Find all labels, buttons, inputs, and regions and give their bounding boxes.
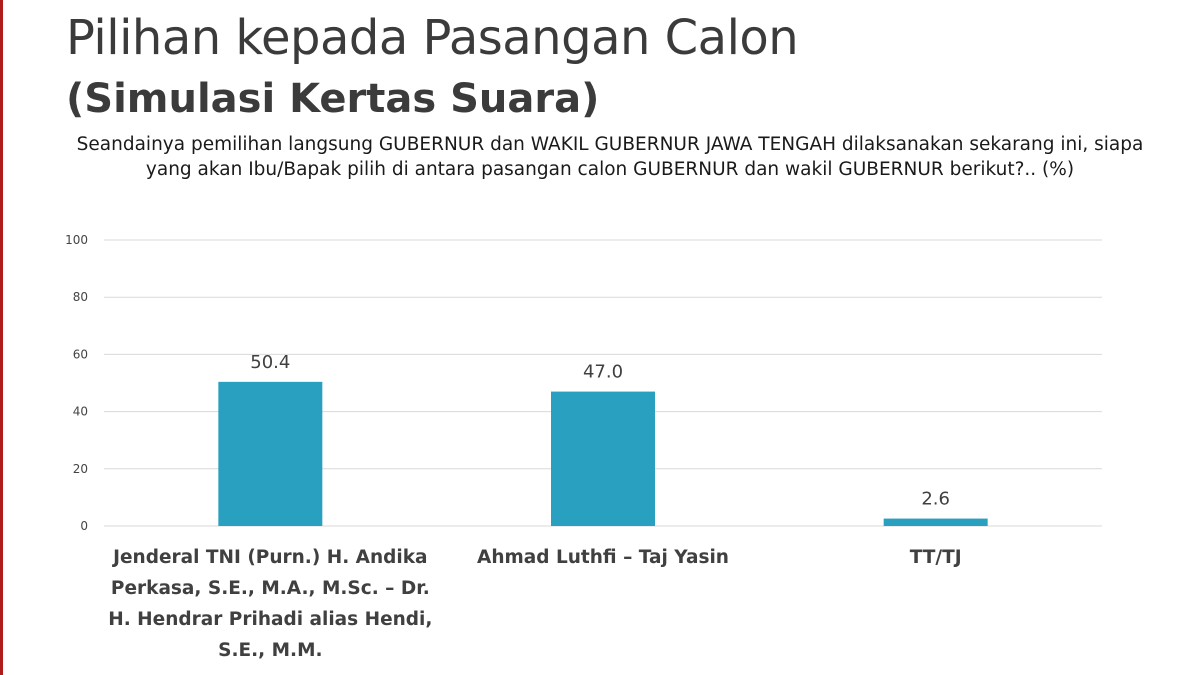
y-tick-label-80: 80 bbox=[73, 290, 88, 304]
y-tick-label-0: 0 bbox=[80, 519, 88, 533]
y-tick-label-100: 100 bbox=[65, 233, 88, 247]
category-label-3: TT/TJ bbox=[909, 547, 962, 568]
value-labels: 50.4 47.0 2.6 bbox=[250, 352, 950, 510]
value-label-1: 50.4 bbox=[250, 352, 290, 373]
bars bbox=[218, 381, 988, 526]
y-tick-labels: 0 20 40 60 80 100 bbox=[65, 233, 88, 533]
left-border-accent bbox=[0, 0, 3, 675]
survey-question: Seandainya pemilihan langsung GUBERNUR d… bbox=[76, 134, 1144, 180]
page-subtitle: (Simulasi Kertas Suara) bbox=[66, 76, 600, 122]
category-label-2: Ahmad Luthfi – Taj Yasin bbox=[477, 547, 729, 568]
page-title: Pilihan kepada Pasangan Calon bbox=[66, 10, 799, 66]
bar-1 bbox=[218, 381, 323, 526]
value-label-3: 2.6 bbox=[921, 489, 950, 510]
y-tick-label-40: 40 bbox=[73, 405, 88, 419]
y-tick-label-20: 20 bbox=[73, 462, 88, 476]
value-label-2: 47.0 bbox=[583, 362, 623, 383]
bar-2 bbox=[551, 391, 655, 526]
category-label-1: Jenderal TNI (Purn.) H. Andika Perkasa, … bbox=[108, 547, 433, 661]
y-tick-label-60: 60 bbox=[73, 347, 88, 361]
bar-3 bbox=[883, 518, 988, 526]
